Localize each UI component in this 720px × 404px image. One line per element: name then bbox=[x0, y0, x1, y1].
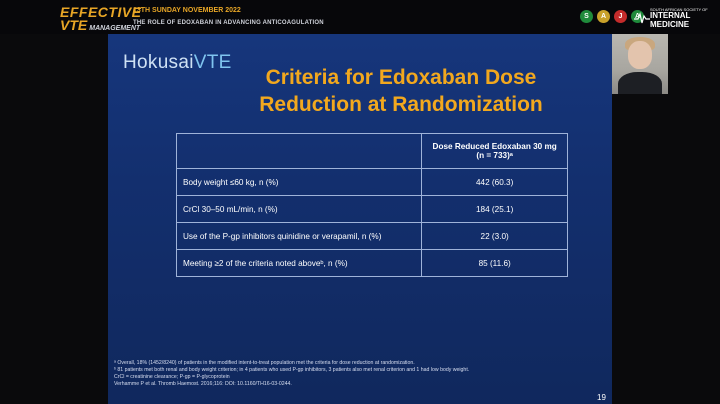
event-banner: EFFECTIVE VTE MANAGEMENT 13TH SUNDAY NOVE… bbox=[0, 0, 720, 34]
heartbeat-icon bbox=[634, 12, 650, 24]
row-label: CrCl 30–50 mL/min, n (%) bbox=[175, 195, 423, 223]
speaker-face bbox=[628, 41, 652, 69]
footnote-b: ᵇ 81 patients met both renal and body we… bbox=[114, 367, 470, 373]
event-date: 13TH SUNDAY NOVEMBER 2022 bbox=[133, 7, 241, 14]
brand-word-management: MANAGEMENT bbox=[89, 25, 141, 32]
slide-footnotes: ᵃ Overall, 18% (1452/8240) of patients i… bbox=[114, 360, 594, 388]
row-label: Body weight ≤60 kg, n (%) bbox=[175, 168, 423, 196]
row-value: 22 (3.0) bbox=[421, 222, 568, 250]
speaker-shirt bbox=[618, 72, 662, 94]
saja-logo-letter-1: S bbox=[580, 10, 593, 23]
row-value: 442 (60.3) bbox=[421, 168, 568, 196]
hokusai-vte-logo: HokusaiVTE bbox=[123, 52, 232, 74]
internal-medicine-logo: SOUTH AFRICAN SOCIETY OF INTERNAL MEDICI… bbox=[650, 7, 720, 30]
table-header-blank bbox=[175, 133, 423, 169]
table-row: CrCl 30–50 mL/min, n (%) 184 (25.1) bbox=[175, 195, 568, 223]
partner-big-text: INTERNAL MEDICINE bbox=[650, 11, 691, 30]
row-label: Meeting ≥2 of the criteria noted aboveᵇ,… bbox=[175, 249, 423, 277]
hokusai-logo-vte: VTE bbox=[193, 52, 232, 73]
table-row: Use of the P-gp inhibitors quinidine or … bbox=[175, 222, 568, 250]
table-header-line2: (n = 733)ᵃ bbox=[476, 151, 513, 160]
brand-word-effective: EFFECTIVE bbox=[60, 4, 142, 20]
saja-logo-letter-2: A bbox=[597, 10, 610, 23]
slide-title: Criteria for Edoxaban Dose Reduction at … bbox=[259, 66, 543, 116]
partner-small-text: SOUTH AFRICAN SOCIETY OF bbox=[650, 7, 708, 12]
table-header-dose: Dose Reduced Edoxaban 30 mg (n = 733)ᵃ bbox=[421, 133, 568, 169]
row-label: Use of the P-gp inhibitors quinidine or … bbox=[175, 222, 423, 250]
row-value: 184 (25.1) bbox=[421, 195, 568, 223]
speaker-video[interactable] bbox=[612, 34, 668, 94]
table-row: Body weight ≤60 kg, n (%) 442 (60.3) bbox=[175, 168, 568, 196]
saja-logo-letter-3: J bbox=[614, 10, 627, 23]
criteria-table: Dose Reduced Edoxaban 30 mg (n = 733)ᵃ B… bbox=[175, 133, 568, 277]
event-brand: EFFECTIVE bbox=[60, 5, 142, 21]
footnote-a: ᵃ Overall, 18% (1452/8240) of patients i… bbox=[114, 360, 415, 366]
slide-page-number: 19 bbox=[597, 393, 606, 402]
table-header-line1: Dose Reduced Edoxaban 30 mg bbox=[432, 142, 557, 151]
footnote-reference: Verhamme P et al. Thromb Haemost. 2016;1… bbox=[114, 381, 292, 387]
table-row: Meeting ≥2 of the criteria noted aboveᵇ,… bbox=[175, 249, 568, 277]
footnote-abbrev: CrCl = creatinine clearance; P-gp = P-gl… bbox=[114, 374, 230, 380]
row-value: 85 (11.6) bbox=[421, 249, 568, 277]
hokusai-logo-main: Hokusai bbox=[123, 52, 194, 73]
event-brand-line2: VTE MANAGEMENT bbox=[60, 18, 140, 34]
brand-word-vte: VTE bbox=[60, 17, 88, 33]
table-header-row: Dose Reduced Edoxaban 30 mg (n = 733)ᵃ bbox=[175, 133, 568, 169]
event-theme: THE ROLE OF EDOXABAN IN ADVANCING ANTICO… bbox=[133, 20, 324, 26]
presentation-slide: HokusaiVTE Criteria for Edoxaban Dose Re… bbox=[108, 34, 612, 404]
saja-logo: S A J A bbox=[580, 10, 644, 23]
